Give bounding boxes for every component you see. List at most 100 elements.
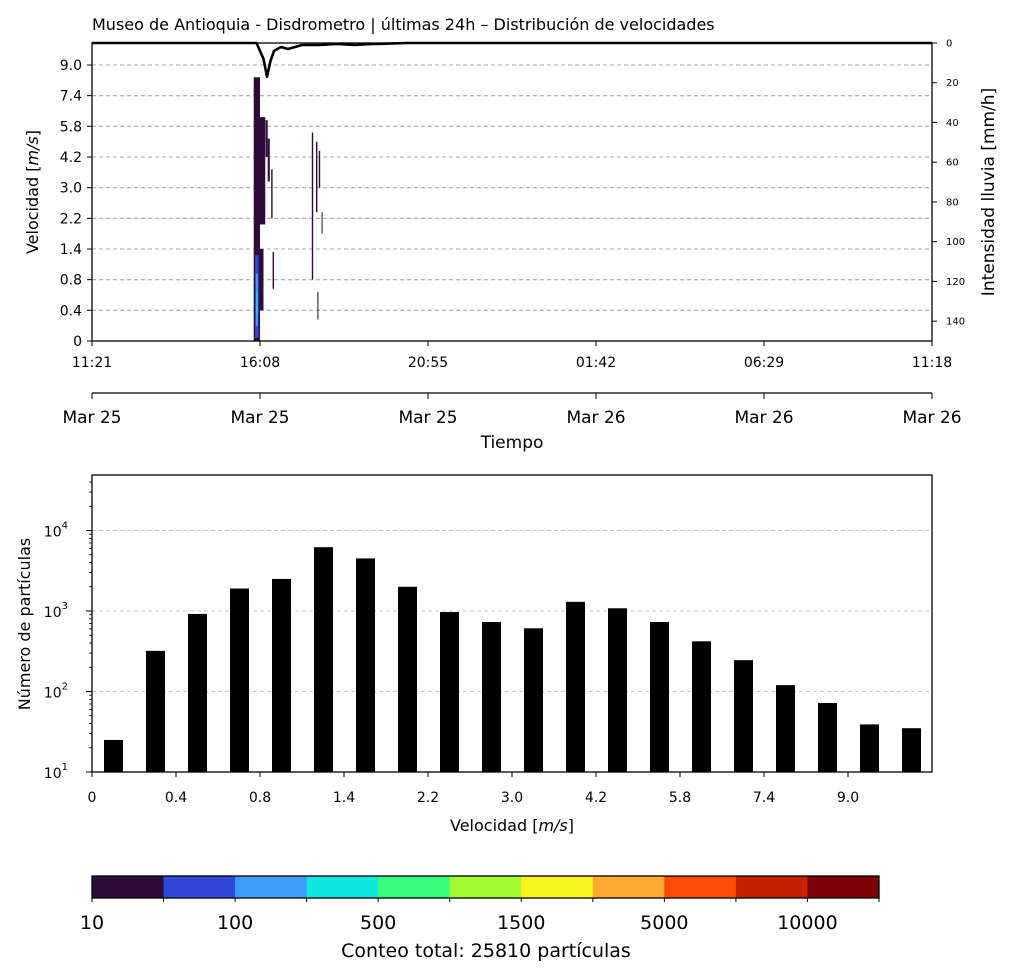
- colorbar-swatch: [378, 876, 451, 898]
- histogram-bar: [692, 641, 711, 772]
- heatmap-cell: [265, 120, 268, 157]
- rain-intensity-tick-label: 0: [946, 39, 952, 50]
- colorbar-swatch: [735, 876, 808, 898]
- heatmap-y-tick-label: 4.2: [60, 150, 82, 166]
- heatmap-y-tick-label: 0: [73, 334, 82, 350]
- colorbar-swatches: [92, 876, 880, 898]
- histogram-bar: [524, 628, 543, 772]
- histogram-y-tick-label: 101: [44, 762, 68, 782]
- colorbar-tick-label: 500: [360, 912, 396, 934]
- colorbar-ticks: 10 100 500 1500 5000 10000: [80, 898, 880, 934]
- heatmap-cell: [317, 291, 319, 320]
- histogram-bar: [902, 728, 921, 772]
- heatmap-cell: [260, 117, 266, 225]
- heatmap-date-tick-label: Mar 26: [566, 408, 625, 428]
- heatmap-cell: [321, 212, 323, 234]
- histogram-bar: [188, 613, 207, 772]
- heatmap-cell: [272, 252, 274, 289]
- histogram-bar: [230, 588, 249, 772]
- velocity-histogram-panel: 101 102 103 104 0 0.4 0.8 1.4 2.2 3.0 4.2 5.8 7.4 9.…: [15, 474, 933, 835]
- heatmap-y-tick-label: 5.8: [60, 119, 82, 135]
- heatmap-y-tick-label: 0.8: [60, 273, 82, 289]
- histogram-bars: [104, 547, 921, 772]
- colorbar-tick-label: 5000: [640, 912, 688, 934]
- heatmap-time-tick-label: 11:21: [72, 355, 112, 371]
- heatmap-time-tick-label: 11:18: [912, 355, 952, 371]
- heatmap-cell: [253, 77, 260, 342]
- heatmap-y-axis-label: Velocidad [m/s]: [23, 130, 42, 254]
- colorbar-tick-label: 10: [80, 912, 104, 934]
- heatmap-date-tick-label: Mar 25: [62, 408, 121, 428]
- histogram-bar: [314, 547, 333, 772]
- colorbar-tick-label: 1500: [497, 912, 545, 934]
- heatmap-date-ticks: Mar 25 Mar 25 Mar 25 Mar 26 Mar 26 Mar 26: [62, 393, 962, 428]
- histogram-y-tick-label: 103: [44, 601, 68, 621]
- histogram-x-tick-label: 0: [88, 790, 97, 806]
- colorbar-tick-label: 100: [217, 912, 253, 934]
- rain-intensity-tick-label: 120: [946, 277, 965, 288]
- histogram-bar: [482, 622, 501, 772]
- heatmap-y-tick-label: 7.4: [60, 89, 82, 105]
- histogram-x-tick-label: 1.4: [333, 790, 355, 806]
- heatmap-y-tick-label: 3.0: [60, 181, 82, 197]
- colorbar-swatch: [521, 876, 594, 898]
- colorbar-swatch: [807, 876, 880, 898]
- histogram-bar: [776, 685, 795, 772]
- histogram-bar: [608, 608, 627, 772]
- heatmap-y-tick-label: 9.0: [60, 58, 82, 74]
- heatmap-date-tick-label: Mar 26: [902, 408, 961, 428]
- histogram-x-tick-label: 2.2: [417, 790, 439, 806]
- heatmap-date-tick-label: Mar 25: [398, 408, 457, 428]
- heatmap-time-tick-label: 06:29: [744, 355, 784, 371]
- histogram-bar: [104, 739, 123, 772]
- colorbar-swatch: [235, 876, 308, 898]
- colorbar-caption: Conteo total: 25810 partículas: [341, 940, 631, 962]
- rain-intensity-tick-label: 80: [946, 197, 959, 208]
- histogram-y-ticks: 101 102 103 104: [44, 481, 92, 782]
- histogram-bar: [356, 558, 375, 772]
- rain-intensity-tick-label: 100: [946, 237, 965, 248]
- histogram-x-tick-label: 0.8: [249, 790, 271, 806]
- histogram-bar: [146, 650, 165, 772]
- heatmap-plot-frame: [91, 42, 933, 342]
- histogram-x-axis-label: Velocidad [m/s]: [450, 816, 574, 835]
- heatmap-date-tick-label: Mar 25: [230, 408, 289, 428]
- histogram-x-ticks: 0 0.4 0.8 1.4 2.2 3.0 4.2 5.8 7.4 9.0: [88, 772, 859, 806]
- heatmap-time-tick-label: 16:08: [240, 355, 280, 371]
- velocity-time-heatmap-panel: Museo de Antioquia - Disdrometro | últim…: [23, 15, 999, 453]
- heatmap-time-tick-label: 01:42: [576, 355, 616, 371]
- histogram-y-tick-label: 104: [44, 521, 68, 541]
- histogram-bar: [734, 660, 753, 772]
- histogram-x-tick-label: 4.2: [585, 790, 607, 806]
- colorbar-swatch: [163, 876, 236, 898]
- colorbar-swatch: [449, 876, 522, 898]
- histogram-x-tick-label: 0.4: [165, 790, 187, 806]
- histogram-y-tick-label: 102: [44, 682, 68, 702]
- histogram-bar: [398, 586, 417, 772]
- histogram-bar: [440, 612, 459, 772]
- histogram-bar: [860, 724, 879, 772]
- heatmap-cell: [318, 150, 321, 188]
- colorbar-swatch: [664, 876, 737, 898]
- heatmap-y-ticks: 0 0.4 0.8 1.4 2.2 3.0 4.2 5.8 7.4 9.0: [60, 58, 92, 350]
- colorbar-tick-label: 10000: [777, 912, 837, 934]
- colorbar: 10 100 500 1500 5000 10000 Conteo total: 2581…: [80, 875, 880, 962]
- heatmap-cell: [260, 249, 264, 311]
- heatmap-cell: [271, 169, 273, 219]
- histogram-x-tick-label: 5.8: [669, 790, 691, 806]
- rain-intensity-y-ticks: 0 20 40 60 80 100 120 140: [932, 39, 965, 328]
- rain-intensity-line: [92, 41, 932, 79]
- heatmap-y-tick-label: 1.4: [60, 242, 82, 258]
- heatmap-y-tick-label: 0.4: [60, 303, 82, 319]
- chart-title: Museo de Antioquia - Disdrometro | últim…: [92, 15, 715, 34]
- histogram-plot-frame: [91, 474, 933, 773]
- rain-intensity-tick-label: 140: [946, 317, 965, 328]
- heatmap-y-tick-label: 2.2: [60, 211, 82, 227]
- heatmap-cell: [256, 291, 258, 314]
- histogram-bar: [650, 622, 669, 772]
- histogram-x-tick-label: 3.0: [501, 790, 523, 806]
- histogram-x-tick-label: 9.0: [837, 790, 859, 806]
- heatmap-gridlines: [92, 64, 932, 311]
- colorbar-swatch: [92, 876, 165, 898]
